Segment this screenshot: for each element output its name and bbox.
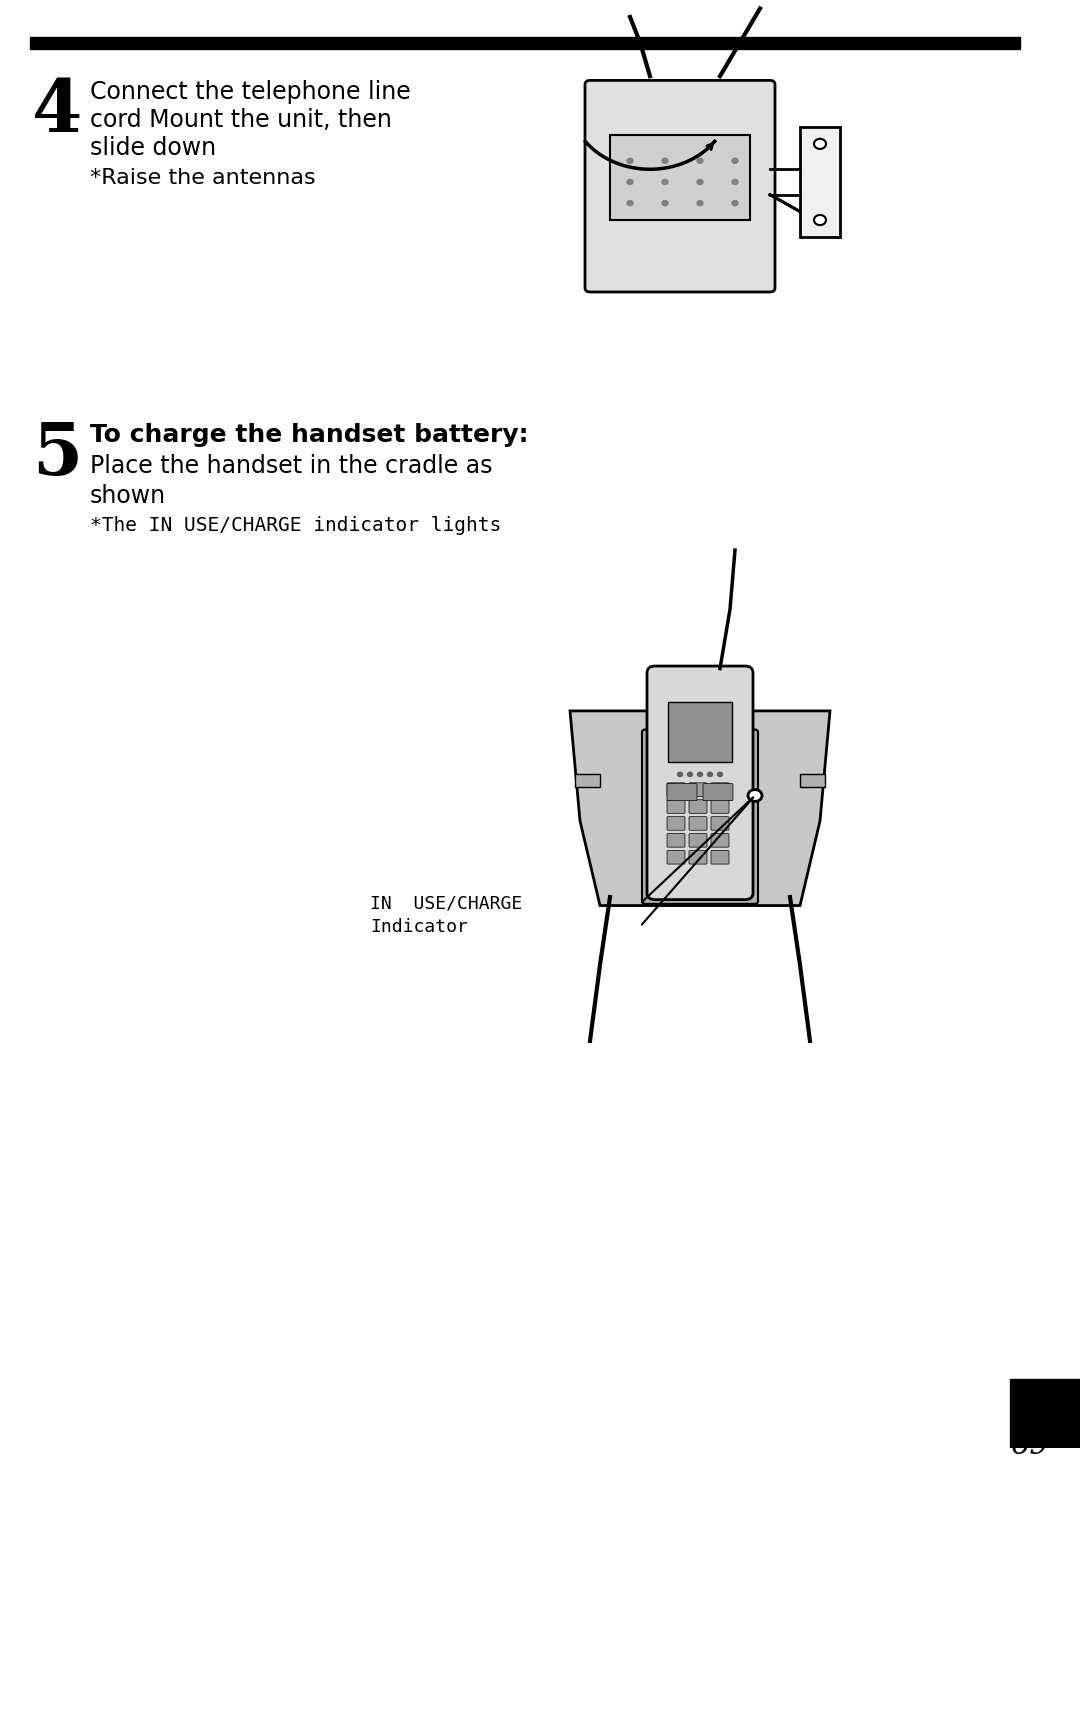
Circle shape xyxy=(732,180,738,185)
Bar xyxy=(669,703,732,761)
Text: Place the handset in the cradle as: Place the handset in the cradle as xyxy=(90,453,492,477)
Text: *The IN USE/CHARGE indicator lights: *The IN USE/CHARGE indicator lights xyxy=(90,517,501,536)
Text: 4: 4 xyxy=(32,77,82,147)
Circle shape xyxy=(717,772,723,777)
Circle shape xyxy=(707,772,713,777)
Circle shape xyxy=(697,180,703,185)
Circle shape xyxy=(662,157,669,163)
FancyBboxPatch shape xyxy=(689,799,707,813)
Circle shape xyxy=(688,772,692,777)
FancyBboxPatch shape xyxy=(667,833,685,847)
Circle shape xyxy=(627,180,633,185)
Bar xyxy=(30,38,1020,50)
Bar xyxy=(800,773,825,787)
FancyBboxPatch shape xyxy=(642,729,758,903)
Text: cord Mount the unit, then: cord Mount the unit, then xyxy=(90,108,392,132)
FancyBboxPatch shape xyxy=(689,850,707,864)
Polygon shape xyxy=(570,710,831,905)
FancyBboxPatch shape xyxy=(711,784,729,796)
Circle shape xyxy=(627,157,633,163)
FancyBboxPatch shape xyxy=(667,784,685,796)
Circle shape xyxy=(698,772,702,777)
FancyBboxPatch shape xyxy=(667,799,685,813)
Circle shape xyxy=(662,200,669,205)
FancyBboxPatch shape xyxy=(689,833,707,847)
Text: To charge the handset battery:: To charge the handset battery: xyxy=(90,423,528,447)
FancyBboxPatch shape xyxy=(711,833,729,847)
FancyBboxPatch shape xyxy=(667,816,685,830)
Circle shape xyxy=(697,200,703,205)
Text: Connect the telephone line: Connect the telephone line xyxy=(90,80,410,104)
Text: Indicator: Indicator xyxy=(370,917,468,936)
FancyBboxPatch shape xyxy=(689,784,707,796)
FancyBboxPatch shape xyxy=(711,816,729,830)
Text: slide down: slide down xyxy=(90,137,216,161)
Bar xyxy=(1010,1379,1080,1711)
Circle shape xyxy=(814,216,826,226)
Circle shape xyxy=(814,139,826,149)
Text: IN  USE/CHARGE: IN USE/CHARGE xyxy=(370,895,523,914)
Bar xyxy=(575,773,600,787)
Bar xyxy=(800,127,840,236)
Text: shown: shown xyxy=(90,484,166,508)
Circle shape xyxy=(748,789,762,801)
Text: *Raise the antennas: *Raise the antennas xyxy=(90,168,315,188)
Text: 69: 69 xyxy=(1010,1430,1049,1461)
FancyBboxPatch shape xyxy=(647,666,753,900)
FancyBboxPatch shape xyxy=(711,799,729,813)
Bar xyxy=(610,135,750,221)
FancyBboxPatch shape xyxy=(667,850,685,864)
FancyBboxPatch shape xyxy=(585,80,775,293)
Circle shape xyxy=(677,772,683,777)
Circle shape xyxy=(662,180,669,185)
Circle shape xyxy=(697,157,703,163)
FancyBboxPatch shape xyxy=(703,784,733,801)
Circle shape xyxy=(732,200,738,205)
Circle shape xyxy=(732,157,738,163)
Text: 5: 5 xyxy=(32,419,82,489)
Text: Useful Information: Useful Information xyxy=(1035,1490,1055,1711)
FancyBboxPatch shape xyxy=(711,850,729,864)
FancyBboxPatch shape xyxy=(667,784,697,801)
Circle shape xyxy=(627,200,633,205)
FancyBboxPatch shape xyxy=(689,816,707,830)
